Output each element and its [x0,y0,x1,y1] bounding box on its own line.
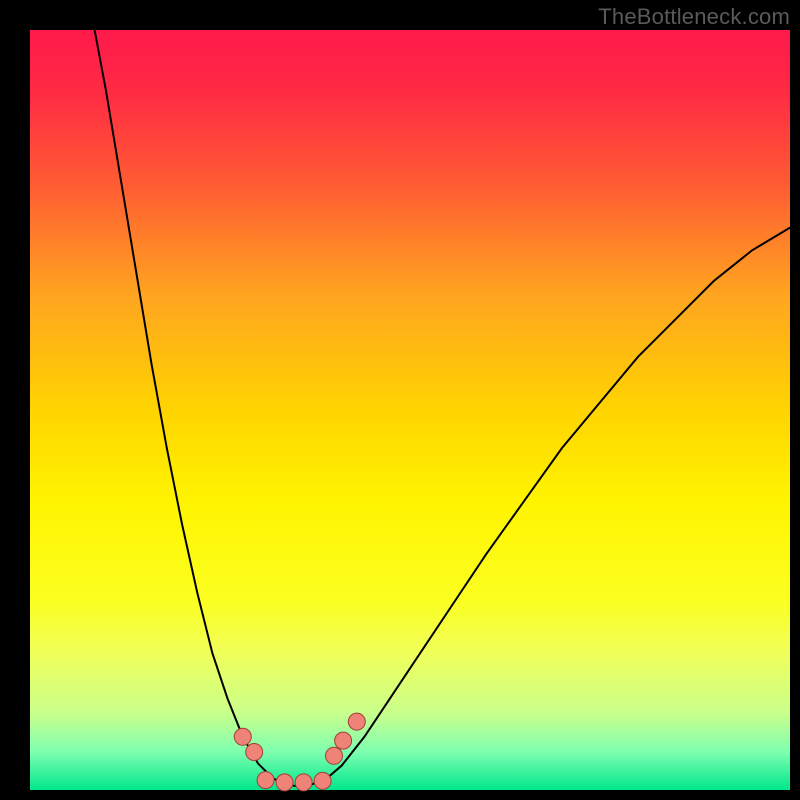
chart-container: TheBottleneck.com [0,0,800,800]
data-marker [326,747,343,764]
data-marker [295,774,312,791]
plot-background [30,30,790,790]
data-marker [246,744,263,761]
data-marker [276,774,293,791]
data-marker [335,732,352,749]
data-marker [314,772,331,789]
data-marker [348,713,365,730]
watermark-text: TheBottleneck.com [598,4,790,30]
data-marker [257,772,274,789]
chart-svg [0,0,800,800]
data-marker [234,728,251,745]
